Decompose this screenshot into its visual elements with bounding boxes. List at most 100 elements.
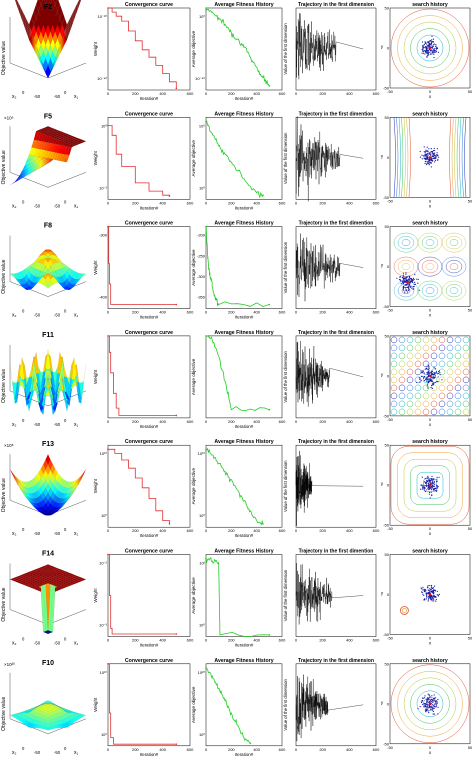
search-point bbox=[402, 272, 404, 274]
y-axis-label: Average objective bbox=[191, 30, 196, 67]
search-point bbox=[425, 590, 427, 592]
series-start-point bbox=[107, 225, 109, 228]
search-point bbox=[430, 151, 433, 153]
series-start-point bbox=[107, 124, 109, 127]
surface-patch bbox=[45, 564, 51, 567]
search-point bbox=[427, 47, 429, 49]
search-point bbox=[428, 159, 430, 161]
search-point bbox=[432, 587, 435, 589]
x-axis-label: x bbox=[429, 203, 432, 208]
search-point bbox=[431, 594, 433, 597]
search-point bbox=[423, 372, 425, 374]
y-axis-label: Weight bbox=[93, 150, 98, 165]
search-point bbox=[429, 486, 431, 488]
search-point bbox=[424, 490, 427, 492]
search-point bbox=[412, 286, 414, 288]
search-point bbox=[436, 702, 438, 705]
search-point bbox=[400, 279, 402, 281]
search-point bbox=[431, 45, 433, 47]
contour-line bbox=[393, 117, 396, 198]
contour-ring bbox=[390, 392, 398, 400]
search-point bbox=[433, 156, 435, 158]
search-point bbox=[421, 372, 423, 374]
trajectory-line bbox=[295, 116, 364, 202]
search-point bbox=[426, 379, 428, 381]
search-point bbox=[420, 591, 423, 593]
plot-frame bbox=[205, 663, 283, 747]
x-tick-label: 50 bbox=[468, 417, 473, 422]
y-axis-label: Value of the first dimension bbox=[283, 241, 288, 293]
best-solution-point bbox=[428, 593, 432, 596]
search-point bbox=[436, 47, 438, 49]
series-start-point bbox=[205, 120, 207, 123]
x2-axis-label: x₂ bbox=[12, 313, 17, 319]
trajectory-line bbox=[295, 674, 364, 742]
x-axis-label: Iteration# bbox=[235, 96, 254, 101]
search-point bbox=[432, 376, 434, 379]
contour-ring bbox=[462, 392, 470, 400]
y-axis-label: Value of the first dimension bbox=[283, 351, 288, 403]
search-point bbox=[427, 475, 429, 477]
search-point bbox=[426, 43, 428, 45]
y-axis-label: Value of the first dimension bbox=[283, 569, 288, 621]
search-point bbox=[421, 370, 423, 372]
search-point bbox=[430, 700, 433, 702]
panel-title: Convergence curve bbox=[125, 330, 173, 336]
search-point bbox=[430, 50, 432, 52]
search-point bbox=[429, 378, 431, 380]
contour-ring bbox=[414, 336, 422, 344]
trajectory-line bbox=[295, 340, 364, 407]
search-point bbox=[434, 484, 436, 486]
search-point bbox=[422, 48, 424, 50]
x-tick-label: 400 bbox=[253, 638, 260, 643]
x-tick-label: 0 bbox=[107, 419, 110, 424]
contour-ring bbox=[425, 263, 435, 270]
search-point bbox=[427, 383, 429, 385]
search-point bbox=[422, 593, 424, 595]
x-tick-label: 200 bbox=[319, 638, 326, 643]
search-point bbox=[423, 375, 426, 378]
search-point bbox=[412, 279, 414, 281]
contour-ring bbox=[462, 384, 470, 392]
search-point bbox=[437, 372, 439, 375]
contour-ring bbox=[397, 671, 463, 737]
search-point bbox=[422, 485, 424, 487]
search-point bbox=[429, 488, 431, 490]
x-tick-label: -50 bbox=[387, 89, 394, 94]
surface-patch bbox=[9, 363, 16, 384]
x-tick-label: 200 bbox=[132, 747, 139, 752]
search-point bbox=[432, 701, 434, 704]
search-point bbox=[432, 45, 434, 47]
search-point bbox=[430, 487, 432, 489]
y-tick-label: 50 bbox=[385, 333, 390, 338]
panel-title: Average Fitness History bbox=[214, 658, 273, 664]
search-point bbox=[428, 701, 430, 704]
y-tick-label: -300 bbox=[99, 233, 108, 238]
contour-ring bbox=[398, 384, 406, 392]
search-point bbox=[431, 600, 433, 602]
plot-frame bbox=[107, 335, 191, 419]
search-point bbox=[403, 286, 405, 288]
y-tick-label: 10⁰ bbox=[199, 732, 205, 737]
x-axis-label: Iteration# bbox=[235, 752, 254, 757]
search-point bbox=[435, 51, 438, 53]
contour-ring bbox=[414, 400, 422, 408]
search-point bbox=[428, 481, 430, 483]
series-end-point bbox=[262, 523, 264, 525]
y-tick-label: 10⁰ bbox=[199, 14, 205, 19]
search-point bbox=[424, 152, 426, 154]
x-tick-label: 0 bbox=[295, 528, 298, 533]
x-tick-label: 600 bbox=[373, 419, 380, 424]
search-point bbox=[431, 387, 434, 389]
x-tick-label: 0 bbox=[429, 417, 432, 422]
search-point bbox=[420, 701, 423, 704]
search-point bbox=[411, 280, 413, 282]
contour-ring bbox=[446, 336, 454, 344]
search-point bbox=[432, 151, 434, 153]
surface-tick: -50 bbox=[54, 203, 61, 208]
search-point bbox=[430, 705, 432, 707]
search-point bbox=[424, 162, 426, 165]
contour-line bbox=[454, 117, 457, 198]
x-tick-label: 50 bbox=[468, 198, 473, 203]
x-tick-label: 200 bbox=[132, 200, 139, 205]
